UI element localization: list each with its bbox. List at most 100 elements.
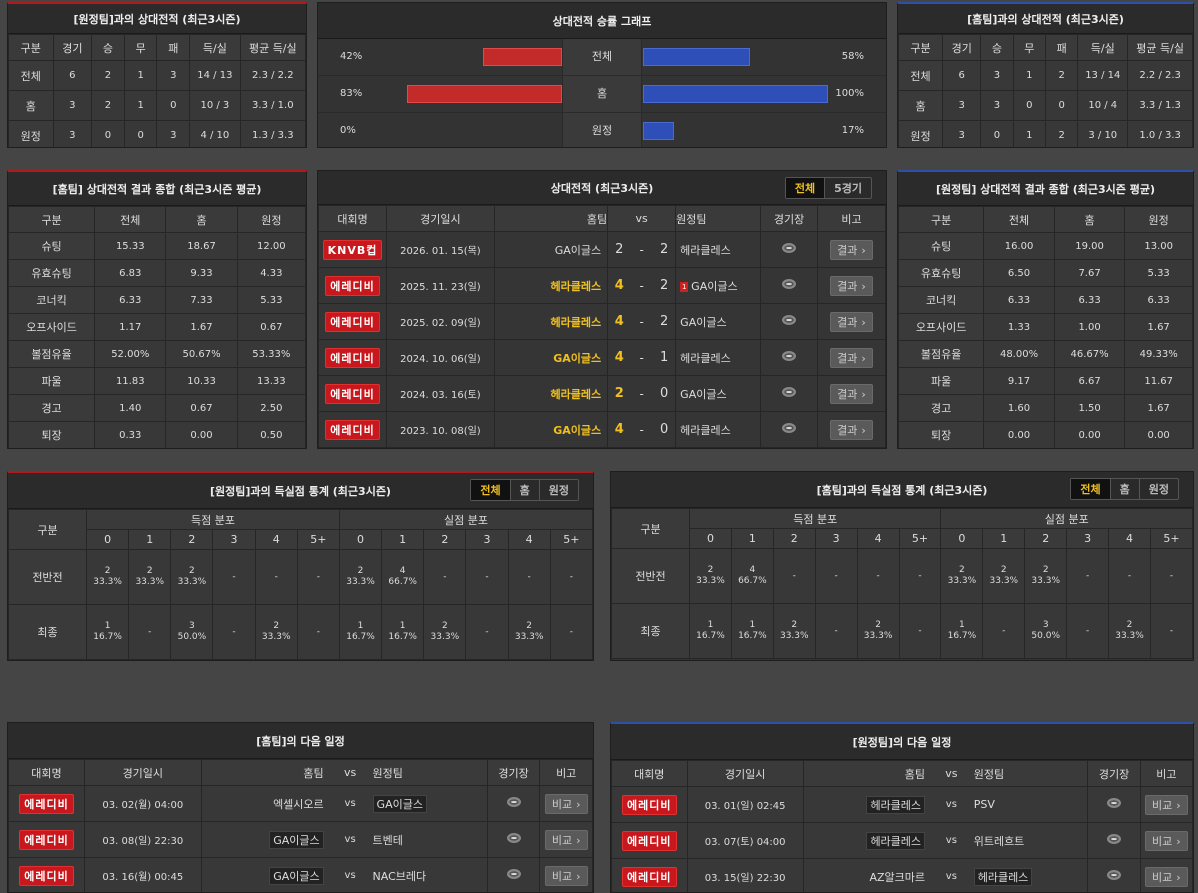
home-team[interactable]: 헤라클레스 (493, 375, 609, 412)
table-cell: 14 / 13 (189, 60, 241, 91)
result-button[interactable]: 결과 › (830, 275, 873, 296)
competition-badge[interactable]: 에레디비 (325, 275, 380, 296)
percent-value: 33.3% (696, 576, 725, 586)
home-team[interactable]: GA이글스 (493, 339, 609, 376)
home-team[interactable]: GA이글스 (269, 830, 324, 849)
result-button[interactable]: 결과 › (830, 347, 873, 368)
home-team[interactable]: GA이글스 (269, 866, 324, 885)
row-label: 퇴장 (898, 421, 985, 448)
compare-button[interactable]: 비교 › (1145, 794, 1188, 815)
compare-button[interactable]: 비교 › (544, 829, 588, 850)
count-value: - (834, 570, 838, 581)
competition-badge[interactable]: 에레디비 (19, 865, 74, 886)
row-label: 최종 (8, 604, 87, 660)
table-cell: 2.3 / 2.2 (239, 60, 306, 91)
header-row: 구분 전체 홈 원정 (8, 206, 306, 233)
competition-badge[interactable]: 에레디비 (622, 830, 677, 851)
compare-button-label: 비교 (1152, 870, 1173, 884)
competition-badge[interactable]: 에레디비 (622, 866, 677, 887)
away-team[interactable]: PSV (973, 798, 995, 811)
compare-button[interactable]: 비교 › (544, 865, 588, 886)
table-cell: 1.50 (1053, 394, 1126, 422)
tab-all[interactable]: 전체 (785, 178, 825, 198)
home-team[interactable]: 헤라클레스 (866, 795, 926, 814)
away-team[interactable]: 헤라클레스 (973, 867, 1033, 886)
compare-button[interactable]: 비교 › (544, 793, 588, 814)
stadium-icon[interactable] (506, 797, 521, 807)
stadium-icon[interactable] (506, 869, 521, 879)
table-cell: 3 (980, 90, 1014, 121)
stadium-icon[interactable] (782, 315, 797, 325)
distribution-cell: 2 33.3% (423, 604, 467, 660)
away-team[interactable]: NAC브레다 (372, 869, 427, 883)
row-label: 원정 (8, 120, 54, 147)
count-value: 2 (146, 566, 153, 576)
compare-button-label: 비교 (1152, 834, 1173, 848)
away-team[interactable]: GA이글스 (372, 794, 427, 813)
competition-badge[interactable]: KNVB컵 (322, 239, 383, 260)
table-cell: 4.33 (236, 259, 306, 287)
header-row: 대회명 경기일시 홈팀 vs 원정팀 경기장 비고 (318, 205, 886, 232)
stadium-icon[interactable] (1107, 834, 1122, 844)
home-team[interactable]: 헤라클레스 (493, 303, 609, 340)
distribution-cell: - (814, 548, 858, 604)
count-value: 1 (357, 621, 364, 631)
goals-home-tab-away[interactable]: 원정 (1138, 479, 1178, 499)
compare-button[interactable]: 비교 › (1145, 866, 1188, 887)
row-label: 최종 (611, 603, 690, 659)
goals-away-tab-all[interactable]: 전체 (471, 480, 510, 500)
column-header: 비고 (539, 759, 593, 786)
compare-button[interactable]: 비교 › (1145, 830, 1188, 851)
competition-badge[interactable]: 에레디비 (325, 383, 380, 404)
goals-home-tab-home[interactable]: 홈 (1109, 479, 1139, 499)
competition-badge[interactable]: 에레디비 (19, 793, 74, 814)
goals-home-tab-all[interactable]: 전체 (1071, 479, 1110, 499)
stadium-icon[interactable] (782, 351, 797, 361)
result-button[interactable]: 결과 › (830, 419, 873, 440)
competition-cell: 에레디비 (8, 821, 85, 858)
stadium-icon[interactable] (782, 387, 797, 397)
competition-badge[interactable]: 에레디비 (19, 829, 74, 850)
home-team[interactable]: 엑셀시오르 (273, 797, 324, 811)
away-team[interactable]: GA이글스 (680, 387, 727, 401)
count-value: 1 (104, 621, 111, 631)
away-team[interactable]: 트벤테 (372, 833, 403, 847)
home-team[interactable]: 헤라클레스 (493, 267, 609, 304)
result-button[interactable]: 결과 › (830, 383, 873, 404)
home-team[interactable]: 헤라클레스 (866, 831, 926, 850)
percent-value: 33.3% (779, 631, 809, 641)
table-row: 슈팅 15.33 18.67 12.00 (8, 232, 306, 260)
stadium-icon[interactable] (506, 833, 521, 843)
away-team[interactable]: 위트레흐트 (973, 834, 1025, 848)
goal-count-header: 2 (1024, 528, 1068, 549)
home-team[interactable]: GA이글스 (493, 411, 609, 448)
competition-badge[interactable]: 에레디비 (325, 311, 380, 332)
competition-badge[interactable]: 에레디비 (325, 419, 380, 440)
vs-label: vs (931, 822, 972, 859)
count-value: - (443, 571, 447, 582)
result-button[interactable]: 결과 › (830, 311, 873, 332)
goals-away-tab-home[interactable]: 홈 (509, 480, 539, 500)
table-cell: 49.33% (1124, 340, 1193, 368)
away-team[interactable]: GA이글스 (691, 279, 738, 293)
home-team[interactable]: GA이글스 (493, 231, 609, 268)
away-team[interactable]: GA이글스 (680, 315, 727, 329)
competition-badge[interactable]: 에레디비 (325, 347, 380, 368)
result-button[interactable]: 결과 › (830, 239, 873, 260)
away-team[interactable]: 헤라클레스 (680, 243, 731, 257)
away-team[interactable]: 헤라클레스 (680, 423, 731, 437)
stadium-icon[interactable] (1107, 870, 1122, 880)
stadium-icon[interactable] (782, 423, 797, 433)
home-team[interactable]: AZ알크마르 (869, 870, 926, 884)
stadium-icon[interactable] (782, 243, 797, 253)
chevron-right-icon: › (861, 387, 866, 401)
column-header: 경기 (942, 34, 982, 61)
competition-badge[interactable]: 에레디비 (622, 794, 677, 815)
stadium-icon[interactable] (1107, 798, 1122, 808)
column-header: 원정팀 (971, 760, 1089, 787)
count-value: - (569, 571, 573, 582)
away-team[interactable]: 헤라클레스 (680, 351, 731, 365)
stadium-icon[interactable] (782, 279, 797, 289)
tab-5-games[interactable]: 5경기 (824, 178, 871, 198)
goals-away-tab-away[interactable]: 원정 (538, 480, 578, 500)
